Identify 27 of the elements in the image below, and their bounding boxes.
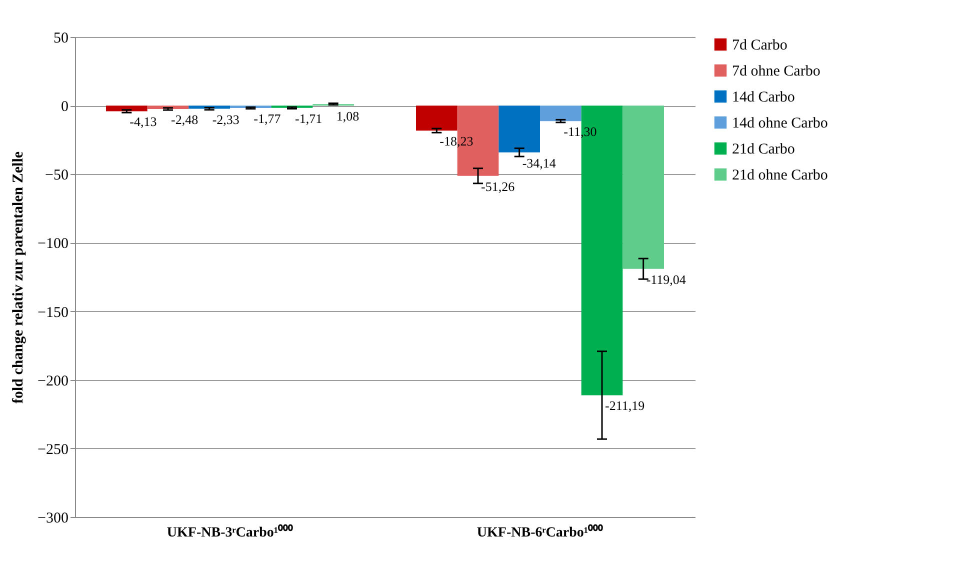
y-tick-label: −250 (38, 442, 68, 458)
x-tick-label: UKF-NB-3ʳCarbo¹⁰⁰⁰ (166, 524, 294, 540)
data-label: -1,71 (295, 110, 322, 126)
legend-label: 14d Carbo (732, 90, 795, 106)
data-label: -211,19 (605, 398, 645, 414)
data-label: -2,33 (212, 112, 240, 127)
data-label: -34,14 (522, 155, 556, 170)
data-label: -51,26 (481, 178, 516, 194)
data-label: -4,13 (130, 114, 157, 130)
data-label: -1,77 (254, 111, 282, 126)
y-tick-label: −200 (38, 373, 68, 390)
y-tick-label: −300 (38, 510, 68, 526)
data-label: -2,48 (171, 112, 198, 127)
legend-label: 21d Carbo (732, 142, 795, 158)
x-tick-label: UKF-NB-6ʳCarbo¹⁰⁰⁰ (476, 524, 604, 540)
y-tick-label: 0 (61, 99, 68, 116)
legend-label: 7d Carbo (732, 38, 788, 54)
y-tick-label: −50 (45, 168, 68, 184)
legend-label: 7d ohne Carbo (732, 64, 820, 80)
legend-label: 14d ohne Carbo (732, 116, 828, 132)
legend-label: 21d ohne Carbo (732, 168, 828, 184)
y-tick-label: −100 (38, 236, 68, 252)
data-label: 1,08 (336, 108, 360, 124)
data-label: -119,04 (646, 272, 686, 287)
y-axis-title: fold change relativ zur parentalen Zelle (10, 151, 27, 404)
y-tick-label: 50 (54, 30, 68, 46)
y-tick-label: −150 (38, 304, 68, 321)
